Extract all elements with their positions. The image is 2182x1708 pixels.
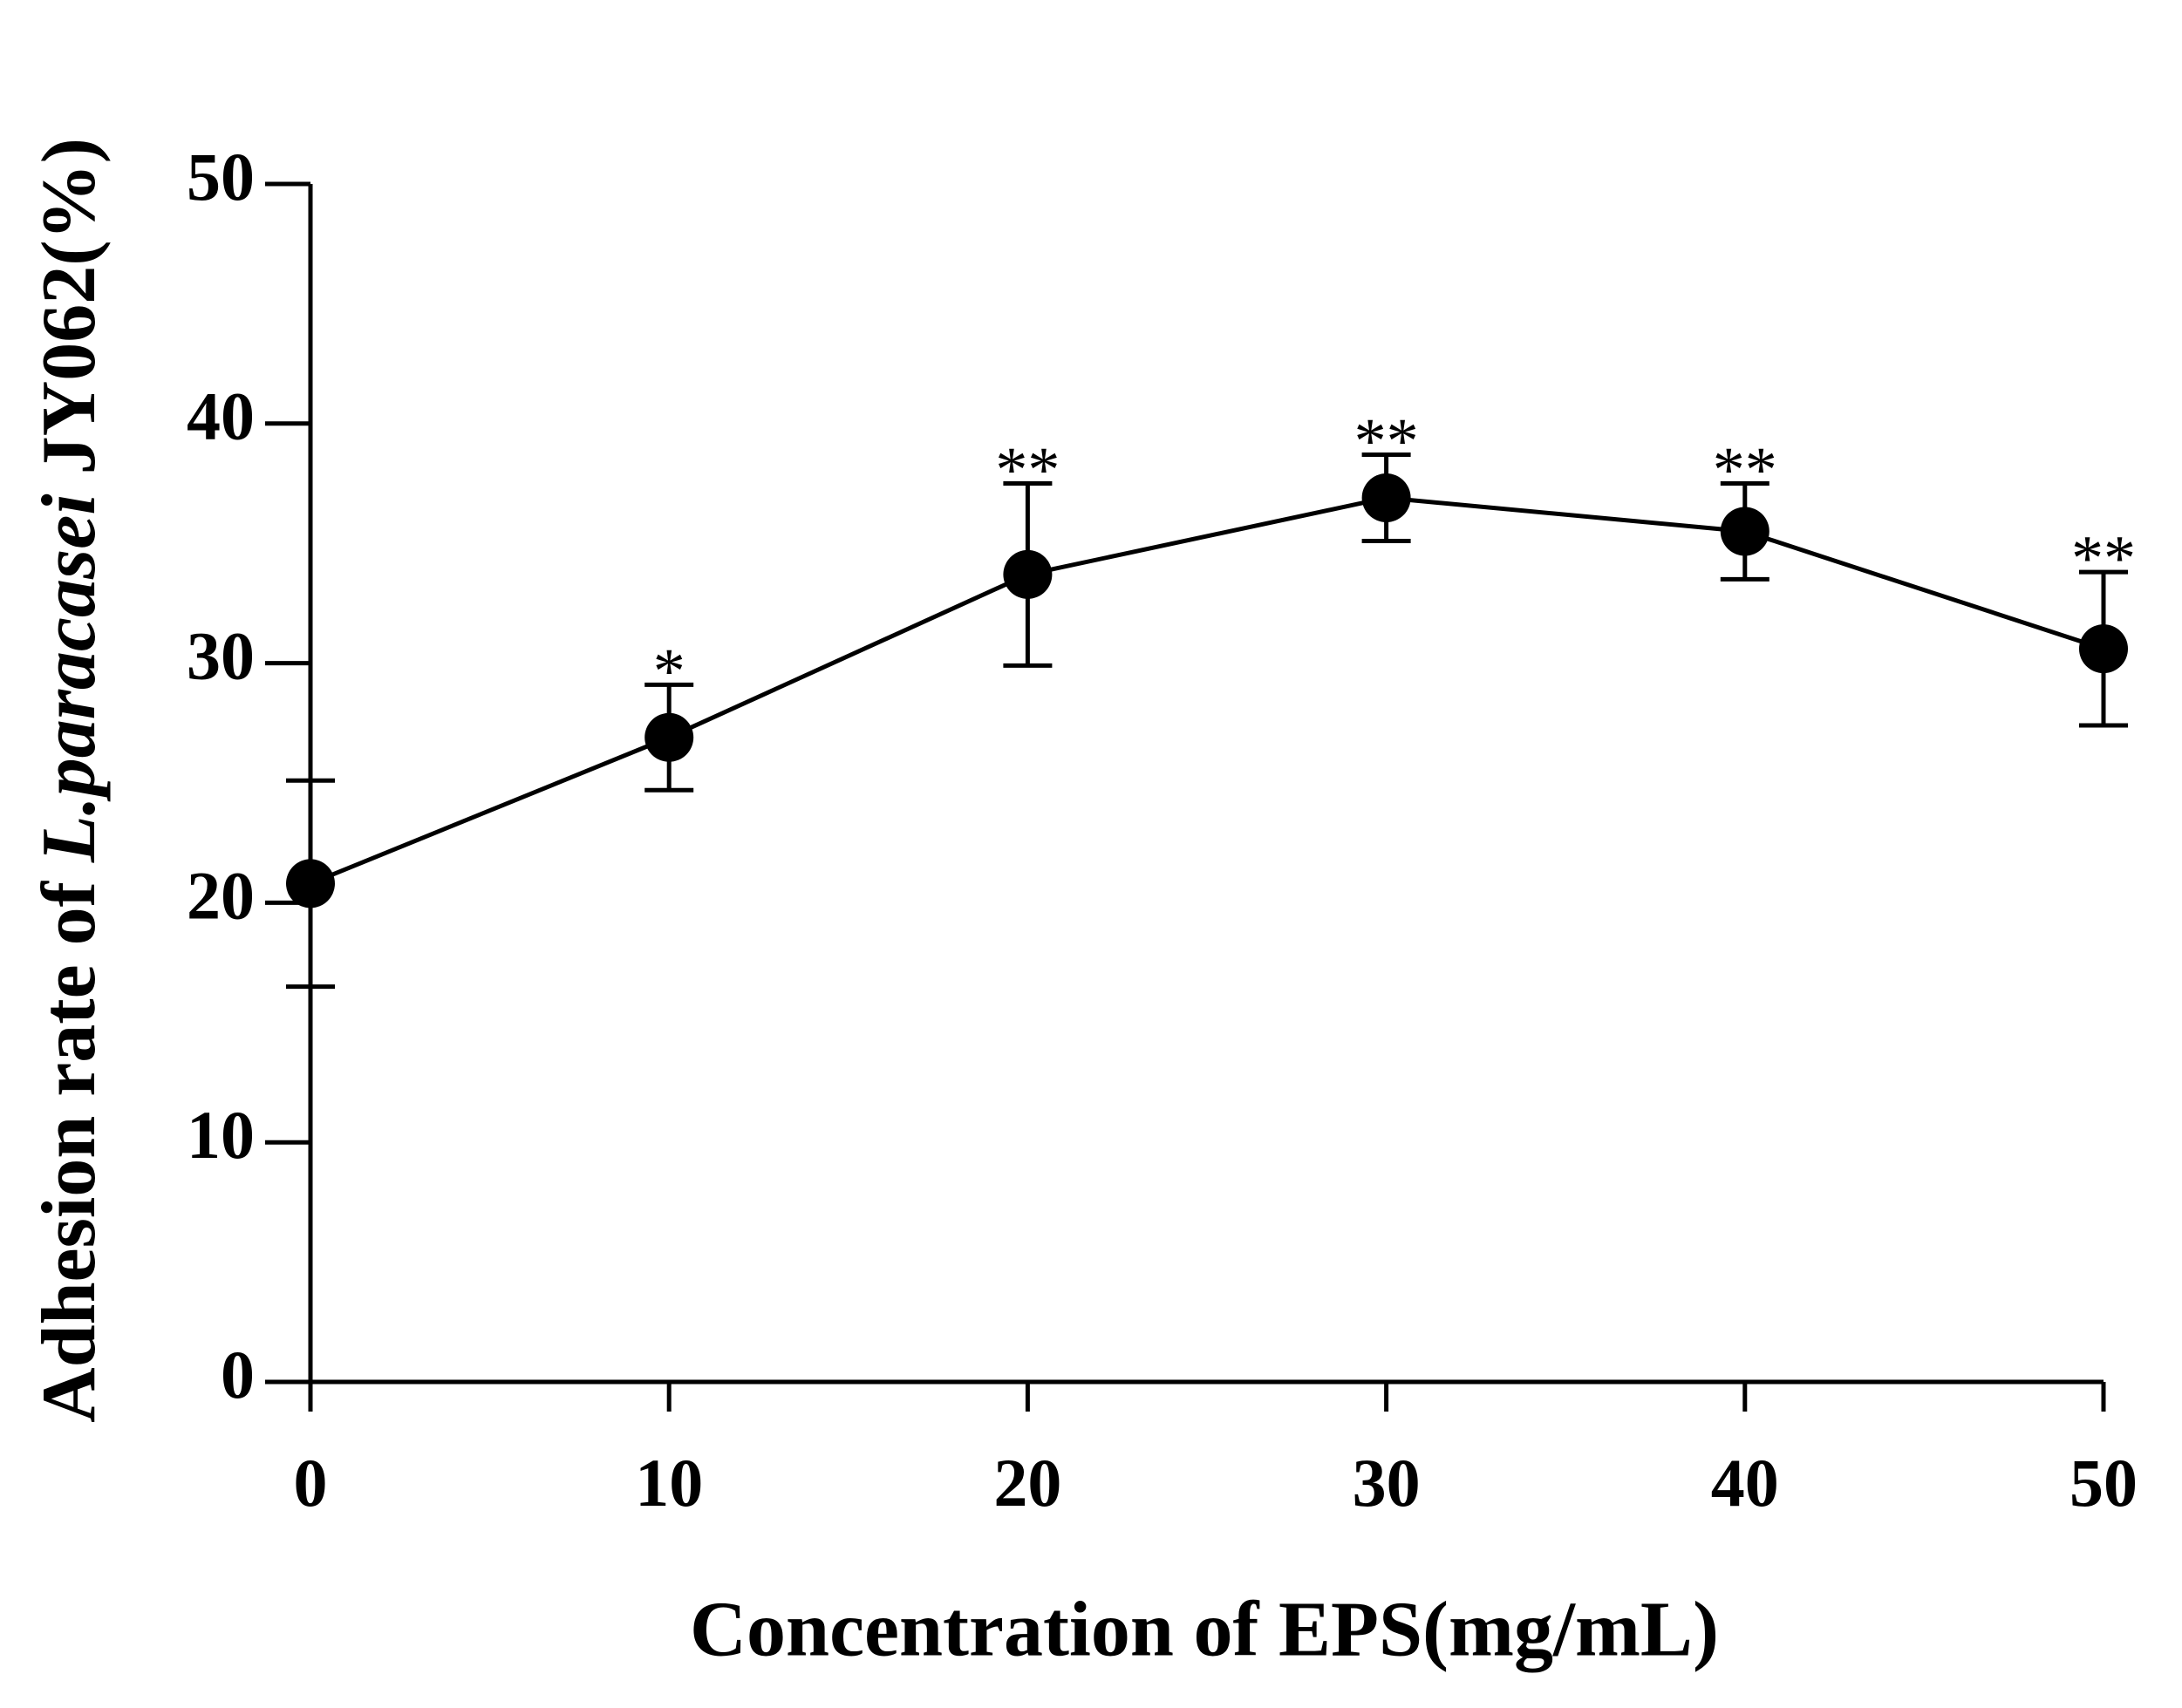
marker [1003, 549, 1053, 599]
marker [2079, 624, 2128, 674]
x-tick-label: 0 [294, 1445, 328, 1521]
marker [1720, 507, 1769, 556]
y-axis-title-part: JY062(%) [27, 138, 112, 474]
significance-label: * [653, 636, 685, 707]
y-tick-label: 20 [187, 857, 255, 933]
marker [286, 859, 335, 908]
y-tick-label: 0 [221, 1337, 255, 1412]
series-line [310, 495, 2104, 886]
y-tick-label: 50 [187, 139, 255, 214]
y-tick-label: 40 [187, 378, 255, 454]
x-tick-label: 40 [1711, 1445, 1779, 1521]
marker [644, 712, 694, 762]
y-tick-label: 30 [187, 618, 255, 694]
x-tick-label: 10 [635, 1445, 703, 1521]
y-axis-title-part: L.paracasei [27, 493, 112, 863]
significance-label: ** [995, 434, 1060, 506]
y-axis-title-part: Adhesion rate of [27, 880, 112, 1423]
marker [1361, 473, 1411, 522]
x-axis-title: Concentration of EPS(mg/mL) [690, 1587, 1719, 1673]
x-tick-label: 50 [2069, 1445, 2138, 1521]
significance-label: ** [1354, 406, 1419, 478]
significance-label: ** [1713, 434, 1777, 506]
significance-label: ** [2071, 523, 2136, 595]
y-tick-label: 10 [187, 1097, 255, 1173]
x-tick-label: 20 [993, 1445, 1061, 1521]
y-axis-title: Adhesion rate of L.paracasei JY062(%) [27, 138, 112, 1423]
x-tick-label: 30 [1353, 1445, 1421, 1521]
